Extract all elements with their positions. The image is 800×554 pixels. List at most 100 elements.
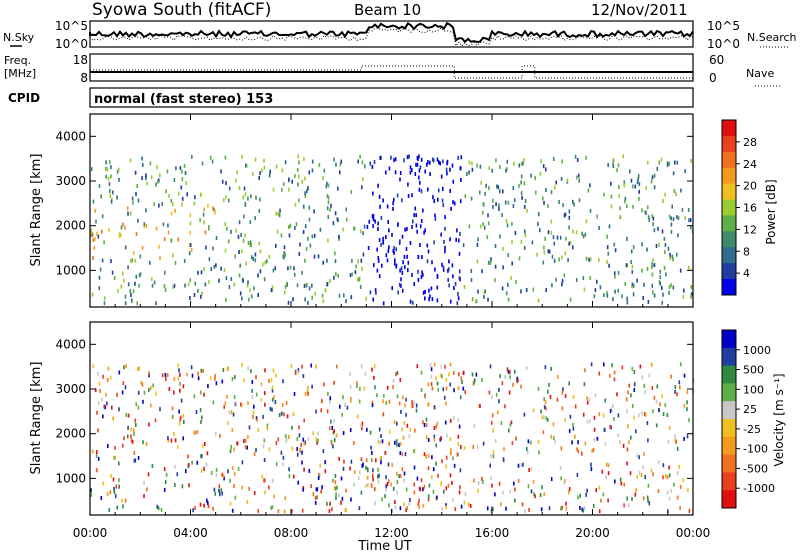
velocity-mark [263, 391, 266, 396]
velocity-mark [324, 469, 327, 474]
power-mark [394, 258, 396, 263]
power-mark [212, 246, 214, 251]
power-mark [314, 291, 317, 296]
velocity-mark [111, 405, 113, 410]
power-colorbar-tick: 16 [743, 202, 757, 215]
velocity-mark [110, 474, 112, 479]
power-mark [339, 162, 342, 167]
power-mark [438, 160, 440, 165]
power-mark [399, 239, 401, 244]
power-mark [568, 225, 570, 230]
power-mark [324, 288, 327, 293]
power-mark [141, 156, 143, 161]
velocity-mark [395, 372, 397, 377]
velocity-mark [330, 419, 332, 424]
velocity-mark [366, 427, 368, 432]
power-mark [408, 154, 410, 159]
nave-tick-top: 60 [709, 53, 724, 67]
velocity-mark [633, 382, 636, 387]
velocity-mark [167, 438, 170, 443]
velocity-mark [546, 417, 549, 422]
velocity-mark [420, 370, 423, 375]
velocity-mark [394, 440, 396, 445]
velocity-mark [95, 453, 98, 458]
velocity-mark [210, 471, 213, 475]
power-mark [360, 258, 363, 263]
power-mark [179, 166, 182, 171]
velocity-mark [271, 407, 273, 412]
velocity-mark [423, 423, 426, 427]
velocity-mark [356, 384, 358, 389]
velocity-mark [568, 428, 571, 433]
velocity-mark [291, 446, 294, 451]
velocity-mark [441, 459, 443, 464]
velocity-mark [234, 401, 236, 406]
velocity-mark [178, 368, 180, 373]
velocity-mark [621, 365, 624, 370]
velocity-mark [424, 394, 426, 399]
velocity-mark [662, 463, 665, 468]
velocity-mark [90, 492, 93, 497]
power-mark [547, 230, 550, 235]
velocity-mark [449, 473, 452, 478]
velocity-mark [688, 508, 691, 513]
velocity-mark [200, 454, 202, 459]
velocity-mark [646, 421, 649, 426]
velocity-mark [284, 496, 286, 501]
power-mark [129, 158, 132, 163]
power-mark [499, 165, 501, 169]
power-mark [295, 222, 298, 227]
power-mark [268, 254, 271, 259]
power-mark [161, 201, 163, 206]
power-mark [322, 299, 324, 304]
power-mark [468, 170, 470, 175]
velocity-mark [256, 417, 259, 422]
velocity-mark [359, 470, 361, 475]
velocity-mark [405, 508, 407, 513]
velocity-mark [513, 369, 516, 374]
velocity-colorbar-swatch [722, 472, 736, 491]
power-mark [675, 192, 677, 197]
power-mark [453, 286, 455, 290]
velocity-mark [452, 456, 454, 461]
velocity-mark [170, 438, 173, 443]
velocity-mark [207, 501, 209, 506]
velocity-mark [231, 508, 234, 513]
velocity-mark [408, 501, 411, 506]
power-mark [428, 288, 430, 293]
freq-tick-top: 18 [73, 53, 88, 67]
velocity-mark [472, 444, 475, 449]
velocity-mark [655, 423, 658, 428]
power-mark [629, 169, 631, 174]
power-mark [690, 292, 693, 297]
power-mark [422, 272, 424, 277]
power-mark [501, 213, 503, 218]
power-mark [129, 289, 132, 294]
power-mark [502, 265, 504, 270]
velocity-mark [394, 505, 397, 510]
power-mark [606, 259, 608, 264]
power-mark [482, 202, 485, 206]
power-mark [462, 243, 465, 248]
power-mark [350, 295, 353, 300]
velocity-mark [464, 492, 467, 497]
velocity-mark [334, 480, 337, 485]
velocity-mark [631, 497, 633, 501]
power-mark [651, 175, 654, 180]
power-mark [444, 215, 446, 220]
power-mark [427, 187, 429, 192]
velocity-mark [445, 503, 447, 508]
velocity-colorbar-label: Velocity [m s⁻¹] [772, 373, 786, 466]
power-mark [297, 154, 299, 159]
power-mark [96, 231, 98, 236]
velocity-mark [115, 484, 118, 489]
velocity-colorbar-tick: 100 [743, 383, 764, 396]
power-mark [437, 188, 440, 193]
power-mark [624, 199, 626, 204]
power-mark [272, 268, 275, 273]
velocity-mark [501, 381, 504, 386]
velocity-mark [679, 484, 682, 489]
power-mark [442, 203, 445, 208]
velocity-mark [314, 500, 317, 505]
velocity-mark [379, 455, 382, 460]
